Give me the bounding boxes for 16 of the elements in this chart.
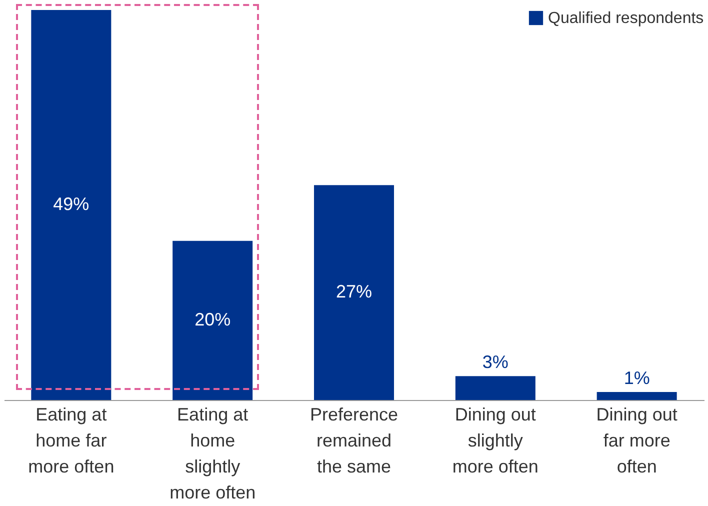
data-label: 20% xyxy=(194,309,231,330)
data-label: 49% xyxy=(53,194,90,214)
data-label: 1% xyxy=(624,368,650,388)
data-label: 27% xyxy=(336,282,372,302)
bar xyxy=(596,392,677,400)
x-tick-label: Eating at home far more often xyxy=(28,404,114,476)
legend-label: Qualified respondents xyxy=(548,10,704,27)
data-label: 3% xyxy=(482,352,508,372)
x-tick-label: Eating at home slightly more often xyxy=(170,404,256,502)
x-tick-label: Dining out slightly more often xyxy=(452,404,538,476)
x-tick-label: Preference remained the same xyxy=(310,404,398,476)
bar xyxy=(314,185,394,400)
bar xyxy=(31,10,112,400)
x-tick-label: Dining out far more often xyxy=(596,404,678,476)
bar xyxy=(455,376,536,400)
bar xyxy=(172,240,253,400)
